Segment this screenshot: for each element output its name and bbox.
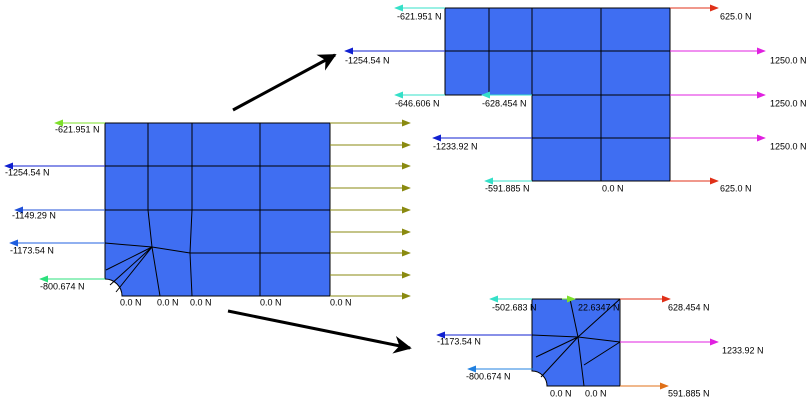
force-label: 0.0 N <box>260 297 282 307</box>
force-label: -1173.54 N <box>437 336 481 346</box>
force-label: -621.951 N <box>397 11 442 21</box>
force-label: -1254.54 N <box>345 55 390 65</box>
force-label: -502.683 N <box>492 302 537 312</box>
force-label: -621.951 N <box>55 124 100 134</box>
transfer-arrow <box>227 309 412 354</box>
force-label: -646.606 N <box>395 98 440 108</box>
force-label: -628.454 N <box>482 98 527 108</box>
force-label: 0.0 N <box>157 297 179 307</box>
force-label: 628.454 N <box>668 302 710 312</box>
force-label: 591.885 N <box>668 388 710 398</box>
transfer-arrow <box>232 53 337 112</box>
force-label: -1254.54 N <box>5 167 50 177</box>
force-label: 625.0 N <box>720 11 752 21</box>
force-label: -1233.92 N <box>433 141 478 151</box>
force-label: -1149.29 N <box>12 210 56 220</box>
force-label: 22.6347 N <box>578 302 620 312</box>
force-label: -1173.54 N <box>10 245 54 255</box>
mesh-bottom <box>531 298 621 387</box>
force-label: -800.674 N <box>40 281 85 291</box>
forces: -621.951 N -1254.54 N -1149.29 N -1173.54 N… <box>4 4 807 398</box>
force-label: 1250.0 N <box>770 141 807 151</box>
force-label: 0.0 N <box>190 297 212 307</box>
force-label: 0.0 N <box>585 388 607 398</box>
mesh-left <box>104 122 331 297</box>
force-label: 1250.0 N <box>770 55 807 65</box>
force-label: 1233.92 N <box>722 345 764 355</box>
force-label: 625.0 N <box>720 183 752 193</box>
force-label: -591.885 N <box>485 183 530 193</box>
force-label: 0.0 N <box>120 297 142 307</box>
force-label: 0.0 N <box>550 388 572 398</box>
force-label: 0.0 N <box>330 297 352 307</box>
mesh-top <box>444 7 671 182</box>
force-label: 0.0 N <box>602 183 624 193</box>
force-label: -800.674 N <box>466 371 511 381</box>
force-label: 1250.0 N <box>770 98 807 108</box>
